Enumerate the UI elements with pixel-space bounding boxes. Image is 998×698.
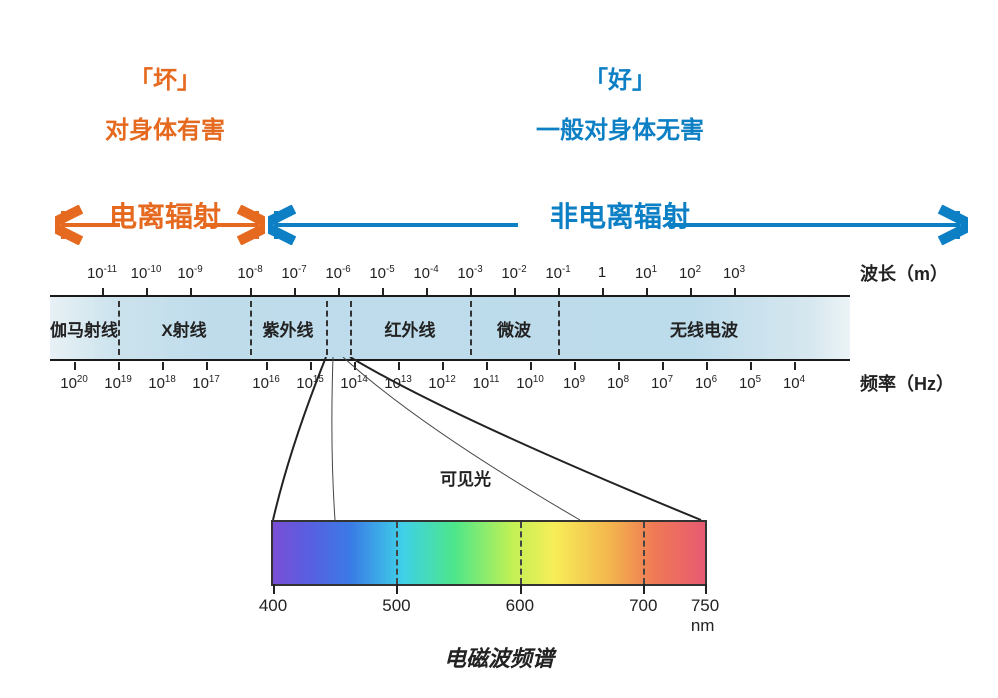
visible-tick xyxy=(273,584,275,594)
visible-dash xyxy=(520,522,522,584)
visible-dash xyxy=(396,522,398,584)
band-divider xyxy=(250,301,252,355)
wavelength-tick-label: 10-6 xyxy=(325,264,350,282)
nonionizing-arrow xyxy=(268,205,968,245)
wavelength-tick-label: 10-7 xyxy=(281,264,306,282)
wavelength-tick-label: 103 xyxy=(723,264,745,282)
visible-tick-label: 600 xyxy=(506,596,534,616)
visible-label: 可见光 xyxy=(440,465,491,490)
band-label: 微波 xyxy=(470,297,558,359)
bad-desc: 对身体有害 xyxy=(60,110,270,145)
visible-connectors xyxy=(0,357,998,522)
wavelength-tick-label: 1 xyxy=(598,264,606,281)
wavelength-tick-label: 10-10 xyxy=(131,264,162,282)
visible-tick-label: 500 xyxy=(382,596,410,616)
good-desc: 一般对身体无害 xyxy=(280,110,960,145)
wavelength-tick-label: 10-4 xyxy=(413,264,438,282)
band-label: X射线 xyxy=(118,297,250,359)
good-tag: 「好」 xyxy=(280,60,960,95)
band-label: 无线电波 xyxy=(558,297,850,359)
bad-tag: 「坏」 xyxy=(60,60,270,95)
visible-tick xyxy=(705,584,707,594)
wavelength-title: 波长（m） xyxy=(860,260,948,286)
wavelength-tick-label: 102 xyxy=(679,264,701,282)
band-divider xyxy=(470,301,472,355)
spectrum-band: 伽马射线X射线紫外线红外线微波无线电波 xyxy=(50,295,850,361)
wavelength-axis: 10-1110-1010-910-810-710-610-510-410-310… xyxy=(50,258,850,298)
visible-tick-label: 700 xyxy=(629,596,657,616)
band-label: 红外线 xyxy=(350,297,470,359)
band-divider xyxy=(326,301,328,355)
band-divider xyxy=(118,301,120,355)
wavelength-tick-label: 10-5 xyxy=(369,264,394,282)
wavelength-tick-label: 10-2 xyxy=(501,264,526,282)
visible-tick-label: 750 nm xyxy=(691,596,719,636)
wavelength-tick-label: 10-1 xyxy=(545,264,570,282)
band-label: 伽马射线 xyxy=(50,297,118,359)
visible-tick xyxy=(520,584,522,594)
ionizing-arrow xyxy=(55,205,265,245)
wavelength-tick-label: 10-11 xyxy=(87,264,117,282)
visible-spectrum: 400500600700750 nm xyxy=(271,520,707,586)
visible-dash xyxy=(643,522,645,584)
wavelength-tick-label: 10-8 xyxy=(237,264,262,282)
visible-tick-label: 400 xyxy=(259,596,287,616)
band-divider xyxy=(350,301,352,355)
visible-tick xyxy=(643,584,645,594)
wavelength-tick-label: 101 xyxy=(635,264,657,282)
wavelength-tick-label: 10-9 xyxy=(177,264,202,282)
band-label: 紫外线 xyxy=(250,297,326,359)
diagram-title: 电磁波频谱 xyxy=(0,641,998,673)
band-divider xyxy=(558,301,560,355)
visible-tick xyxy=(396,584,398,594)
wavelength-tick-label: 10-3 xyxy=(457,264,482,282)
